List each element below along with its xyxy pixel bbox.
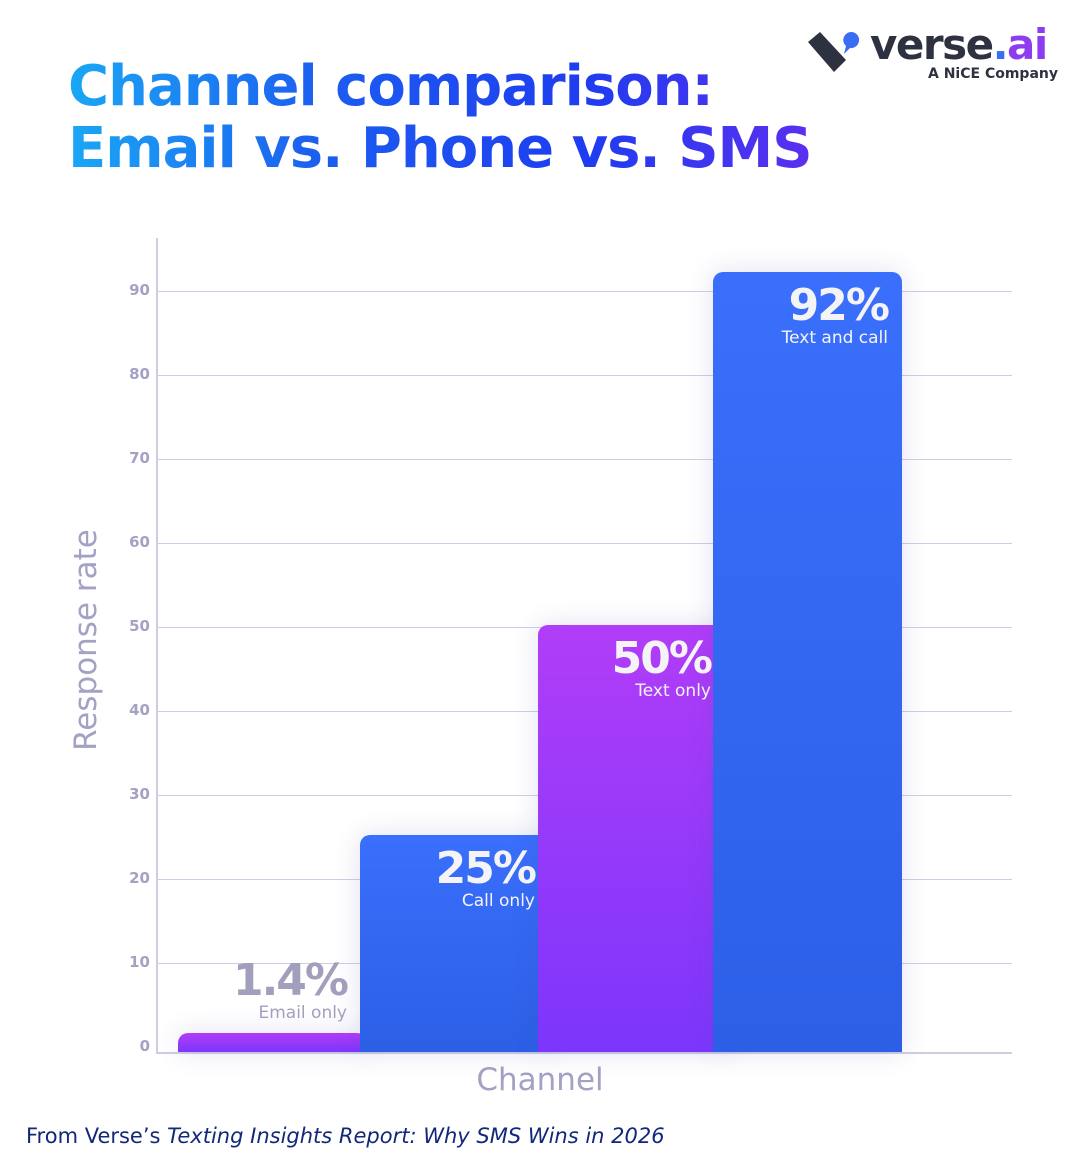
source-caption: From Verse’s Texting Insights Report: Wh…	[26, 1124, 665, 1148]
bar-call-only	[360, 835, 549, 1052]
bar-email-only	[178, 1033, 367, 1052]
x-axis-line	[156, 1052, 1012, 1054]
bar-category: Text only	[635, 681, 711, 701]
y-tick-label: 80	[129, 365, 150, 383]
gridline	[158, 459, 1012, 460]
report-title: Texting Insights Report: Why SMS Wins in…	[167, 1124, 665, 1148]
y-tick-label: 20	[129, 869, 150, 887]
y-tick-label: 90	[129, 281, 150, 299]
bar-value: 1.4%	[232, 955, 349, 1006]
bar-value: 50%	[611, 633, 713, 684]
y-tick-label: 70	[129, 449, 150, 467]
y-tick-label: 0	[139, 1037, 150, 1055]
x-axis-label: Channel	[476, 1062, 604, 1098]
gridline	[158, 291, 1012, 292]
y-tick-label: 40	[129, 701, 150, 719]
bar-category: Email only	[258, 1003, 347, 1023]
bar-category: Text and call	[781, 328, 888, 348]
gridline	[158, 543, 1012, 544]
bar-text-and-call	[713, 272, 902, 1052]
bar-value-label: 25% Call only	[435, 843, 537, 912]
gridline	[158, 375, 1012, 376]
bar-category: Call only	[461, 891, 535, 911]
bar-text-only	[538, 625, 725, 1052]
y-tick-label: 10	[129, 953, 150, 971]
logo-tagline: A NiCE Company	[928, 66, 1058, 82]
bar-value-label: 50% Text only	[611, 633, 713, 702]
bar-value: 92%	[788, 280, 890, 331]
bar-value: 25%	[435, 843, 537, 894]
verse-logo-mark-icon	[808, 31, 860, 72]
logo-wordmark: verse.ai	[870, 20, 1048, 69]
verse-ai-logo: verse.ai A NiCE Company	[806, 20, 1066, 88]
y-axis-line	[156, 238, 158, 1054]
y-tick-label: 30	[129, 785, 150, 803]
y-tick-label: 60	[129, 533, 150, 551]
bar-value-label: 92% Text and call	[781, 280, 890, 349]
y-tick-label: 50	[129, 617, 150, 635]
bar-value-label: 1.4% Email only	[232, 955, 349, 1024]
